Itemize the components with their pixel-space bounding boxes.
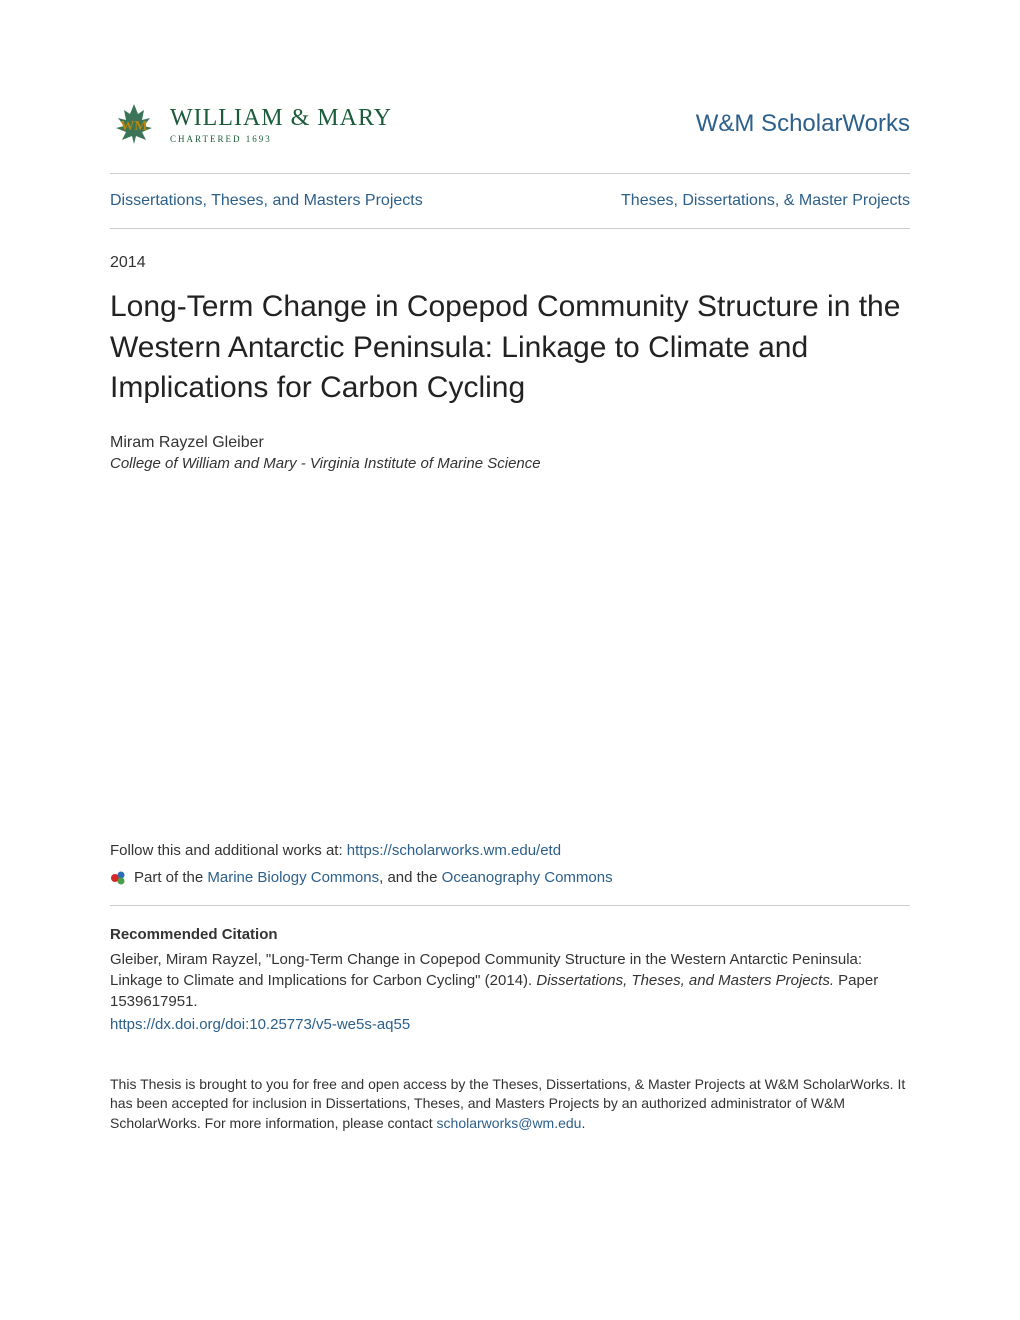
svg-text:WM: WM (120, 119, 147, 134)
document-title: Long-Term Change in Copepod Community St… (110, 287, 910, 409)
citation-text: Gleiber, Miram Rayzel, "Long-Term Change… (110, 949, 910, 1012)
wm-cypher-icon: WM (110, 100, 158, 148)
follow-prefix: Follow this and additional works at: (110, 842, 347, 859)
contact-email-link[interactable]: scholarworks@wm.edu (437, 1115, 582, 1131)
scholarworks-link[interactable]: W&M ScholarWorks (696, 110, 910, 138)
commons-link-2[interactable]: Oceanography Commons (442, 869, 613, 886)
doi-link[interactable]: https://dx.doi.org/doi:10.25773/v5-we5s-… (110, 1014, 910, 1035)
author-affiliation: College of William and Mary - Virginia I… (110, 455, 910, 472)
divider-bottom (110, 228, 910, 229)
divider-citation (110, 905, 910, 906)
breadcrumb-right-link[interactable]: Theses, Dissertations, & Master Projects (621, 192, 910, 210)
institution-name: WILLIAM & MARY (170, 105, 392, 132)
citation-section: Recommended Citation Gleiber, Miram Rayz… (110, 924, 910, 1035)
author-name: Miram Rayzel Gleiber (110, 434, 910, 452)
follow-section: Follow this and additional works at: htt… (110, 842, 910, 887)
institution-logo-block[interactable]: WM WILLIAM & MARY CHARTERED 1693 (110, 100, 392, 148)
part-of-text: Part of the Marine Biology Commons, and … (134, 869, 613, 886)
chartered-text: CHARTERED 1693 (170, 134, 392, 144)
etd-url-link[interactable]: https://scholarworks.wm.edu/etd (347, 842, 561, 859)
network-icon (110, 869, 128, 887)
footer-suffix: . (581, 1115, 585, 1131)
and-text: , and the (379, 869, 442, 886)
header-row: WM WILLIAM & MARY CHARTERED 1693 W&M Sch… (110, 100, 910, 148)
citation-italic: Dissertations, Theses, and Masters Proje… (536, 972, 834, 989)
footer-text: This Thesis is brought to you for free a… (110, 1075, 910, 1134)
citation-heading: Recommended Citation (110, 924, 910, 945)
part-of-line: Part of the Marine Biology Commons, and … (110, 869, 910, 887)
part-of-prefix: Part of the (134, 869, 207, 886)
publication-year: 2014 (110, 254, 910, 272)
breadcrumb-row: Dissertations, Theses, and Masters Proje… (110, 174, 910, 228)
logo-text-block: WILLIAM & MARY CHARTERED 1693 (170, 105, 392, 144)
follow-line: Follow this and additional works at: htt… (110, 842, 910, 859)
commons-link-1[interactable]: Marine Biology Commons (207, 869, 379, 886)
breadcrumb-left-link[interactable]: Dissertations, Theses, and Masters Proje… (110, 192, 423, 210)
